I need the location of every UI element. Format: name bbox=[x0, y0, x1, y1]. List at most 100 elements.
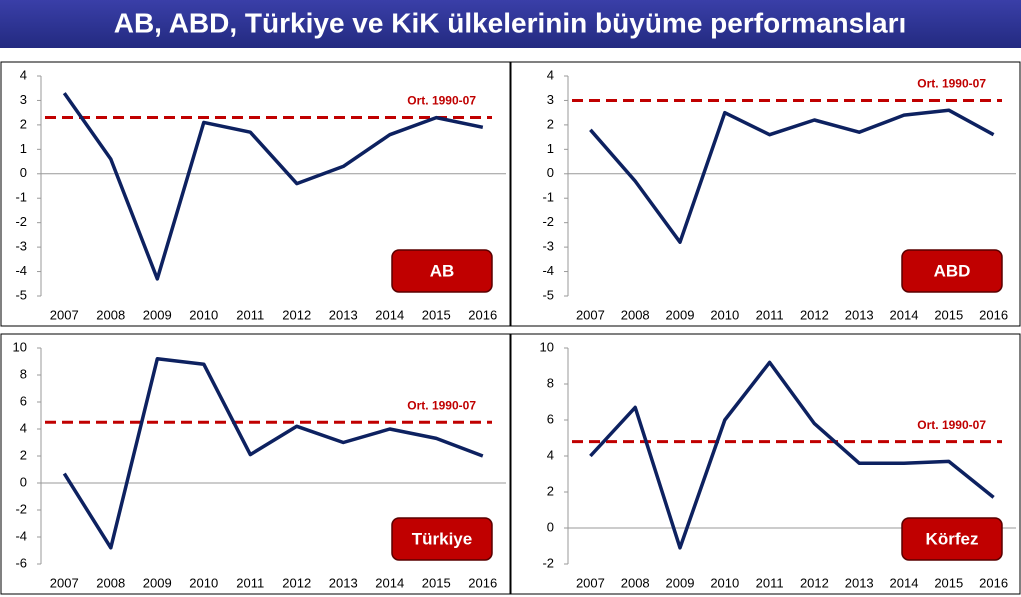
x-tick-label: 2007 bbox=[576, 307, 605, 322]
x-tick-label: 2010 bbox=[710, 575, 739, 590]
panel-label-box bbox=[901, 517, 1003, 561]
y-tick-label: 2 bbox=[20, 116, 27, 131]
panel: -5 -4 -3 -2 -1 0 1 2 3 4 2007 2008 2009 2010 2011 2012 2… bbox=[0, 61, 511, 327]
x-tick-label: 2012 bbox=[282, 307, 311, 322]
y-tick-label: 1 bbox=[547, 141, 554, 156]
y-tick-label: 6 bbox=[20, 393, 27, 408]
title-bar bbox=[0, 0, 1021, 48]
x-tick-label: 2010 bbox=[189, 307, 218, 322]
y-tick-label: 4 bbox=[547, 67, 554, 82]
y-tick-label: 2 bbox=[547, 483, 554, 498]
y-tick-label: -3 bbox=[542, 239, 554, 254]
panel-border bbox=[0, 333, 511, 595]
x-tick-label: 2016 bbox=[468, 575, 497, 590]
x-tick-label: 2011 bbox=[756, 575, 784, 590]
x-tick-label: 2013 bbox=[329, 307, 358, 322]
x-tick-label: 2011 bbox=[756, 307, 784, 322]
y-tick-label: -2 bbox=[15, 501, 27, 516]
panel-label: Türkiye bbox=[412, 529, 472, 548]
x-tick-label: 2013 bbox=[845, 575, 874, 590]
x-tick-label: 2013 bbox=[329, 575, 358, 590]
x-tick-label: 2007 bbox=[576, 575, 605, 590]
panel: -2 0 2 4 6 8 10 2007 2008 2009 2010 2011 2012 2013 201… bbox=[510, 333, 1021, 595]
y-tick-label: 1 bbox=[20, 141, 27, 156]
y-tick-label: -2 bbox=[542, 214, 554, 229]
panel-label: Körfez bbox=[926, 529, 979, 548]
x-tick-label: 2011 bbox=[236, 307, 264, 322]
y-tick-label: 4 bbox=[20, 420, 27, 435]
y-tick-label: 2 bbox=[547, 116, 554, 131]
x-tick-label: 2015 bbox=[422, 575, 451, 590]
x-tick-label: 2008 bbox=[621, 575, 650, 590]
x-tick-label: 2009 bbox=[143, 307, 172, 322]
x-tick-label: 2008 bbox=[621, 307, 650, 322]
panel: -5 -4 -3 -2 -1 0 1 2 3 4 2007 2008 2009 2010 2011 2012 2… bbox=[510, 61, 1021, 327]
y-tick-label: 3 bbox=[20, 92, 27, 107]
x-tick-label: 2016 bbox=[468, 307, 497, 322]
y-tick-label: 0 bbox=[20, 165, 27, 180]
x-tick-label: 2015 bbox=[934, 307, 963, 322]
x-tick-label: 2010 bbox=[189, 575, 218, 590]
y-tick-label: -5 bbox=[542, 287, 554, 302]
data-line bbox=[589, 360, 995, 550]
y-tick-label: 0 bbox=[547, 165, 554, 180]
panel-label: ABD bbox=[934, 261, 971, 280]
x-tick-label: 2008 bbox=[96, 575, 125, 590]
x-tick-label: 2016 bbox=[979, 575, 1008, 590]
y-tick-label: 0 bbox=[547, 519, 554, 534]
y-tick-label: -4 bbox=[542, 263, 554, 278]
x-tick-label: 2014 bbox=[890, 307, 919, 322]
reference-label: Ort. 1990-07 bbox=[407, 94, 476, 108]
y-tick-label: -1 bbox=[542, 190, 554, 205]
x-tick-label: 2014 bbox=[890, 575, 919, 590]
x-tick-label: 2014 bbox=[375, 307, 404, 322]
page-title: AB, ABD, Türkiye ve KiK ülkelerinin büyü… bbox=[114, 7, 907, 38]
y-tick-label: 0 bbox=[20, 474, 27, 489]
y-tick-label: 10 bbox=[540, 339, 554, 354]
panel-border bbox=[0, 61, 511, 327]
y-tick-label: 2 bbox=[20, 447, 27, 462]
x-tick-label: 2010 bbox=[710, 307, 739, 322]
x-tick-label: 2011 bbox=[236, 575, 264, 590]
data-line bbox=[62, 92, 484, 281]
x-tick-label: 2015 bbox=[422, 307, 451, 322]
reference-label: Ort. 1990-07 bbox=[917, 77, 986, 91]
x-tick-label: 2012 bbox=[800, 575, 829, 590]
x-tick-label: 2016 bbox=[979, 307, 1008, 322]
x-tick-label: 2008 bbox=[96, 307, 125, 322]
y-tick-label: -6 bbox=[15, 555, 27, 570]
y-tick-label: -2 bbox=[542, 555, 554, 570]
y-tick-label: 10 bbox=[13, 339, 27, 354]
x-tick-label: 2009 bbox=[143, 575, 172, 590]
x-tick-label: 2007 bbox=[50, 575, 79, 590]
data-line bbox=[62, 357, 484, 550]
panel-label: AB bbox=[430, 261, 455, 280]
y-tick-label: -1 bbox=[15, 190, 27, 205]
x-tick-label: 2009 bbox=[666, 575, 695, 590]
x-tick-label: 2014 bbox=[375, 575, 404, 590]
y-tick-label: 3 bbox=[547, 92, 554, 107]
x-tick-label: 2012 bbox=[282, 575, 311, 590]
panel-border bbox=[510, 61, 1021, 327]
y-tick-label: 8 bbox=[547, 375, 554, 390]
panel-label-box bbox=[901, 249, 1003, 293]
x-tick-label: 2015 bbox=[934, 575, 963, 590]
y-tick-label: 8 bbox=[20, 366, 27, 381]
x-tick-label: 2013 bbox=[845, 307, 874, 322]
y-tick-label: 6 bbox=[547, 411, 554, 426]
y-tick-label: 4 bbox=[547, 447, 554, 462]
reference-label: Ort. 1990-07 bbox=[407, 398, 476, 412]
y-tick-label: -4 bbox=[15, 528, 27, 543]
y-tick-label: 4 bbox=[20, 67, 27, 82]
y-tick-label: -2 bbox=[15, 214, 27, 229]
y-tick-label: -4 bbox=[15, 263, 27, 278]
panel: -6 -4 -2 0 2 4 6 8 10 2007 2008 2009 2010 2011 2012 201… bbox=[0, 333, 511, 595]
x-tick-label: 2007 bbox=[50, 307, 79, 322]
panel-border bbox=[510, 333, 1021, 595]
y-tick-label: -5 bbox=[15, 287, 27, 302]
x-tick-label: 2009 bbox=[666, 307, 695, 322]
panel-label-box bbox=[391, 249, 493, 293]
x-tick-label: 2012 bbox=[800, 307, 829, 322]
reference-label: Ort. 1990-07 bbox=[917, 418, 986, 432]
